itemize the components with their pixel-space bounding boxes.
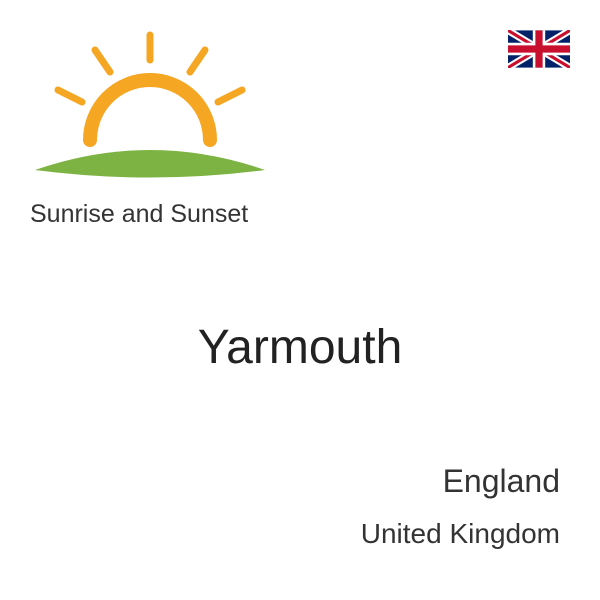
sunrise-icon	[20, 20, 280, 200]
country-name: United Kingdom	[361, 518, 560, 550]
city-name: Yarmouth	[0, 320, 600, 375]
region-name: England	[443, 463, 560, 500]
uk-flag-icon	[508, 30, 570, 68]
subtitle-text: Sunrise and Sunset	[30, 200, 248, 229]
sunrise-logo	[20, 20, 280, 200]
